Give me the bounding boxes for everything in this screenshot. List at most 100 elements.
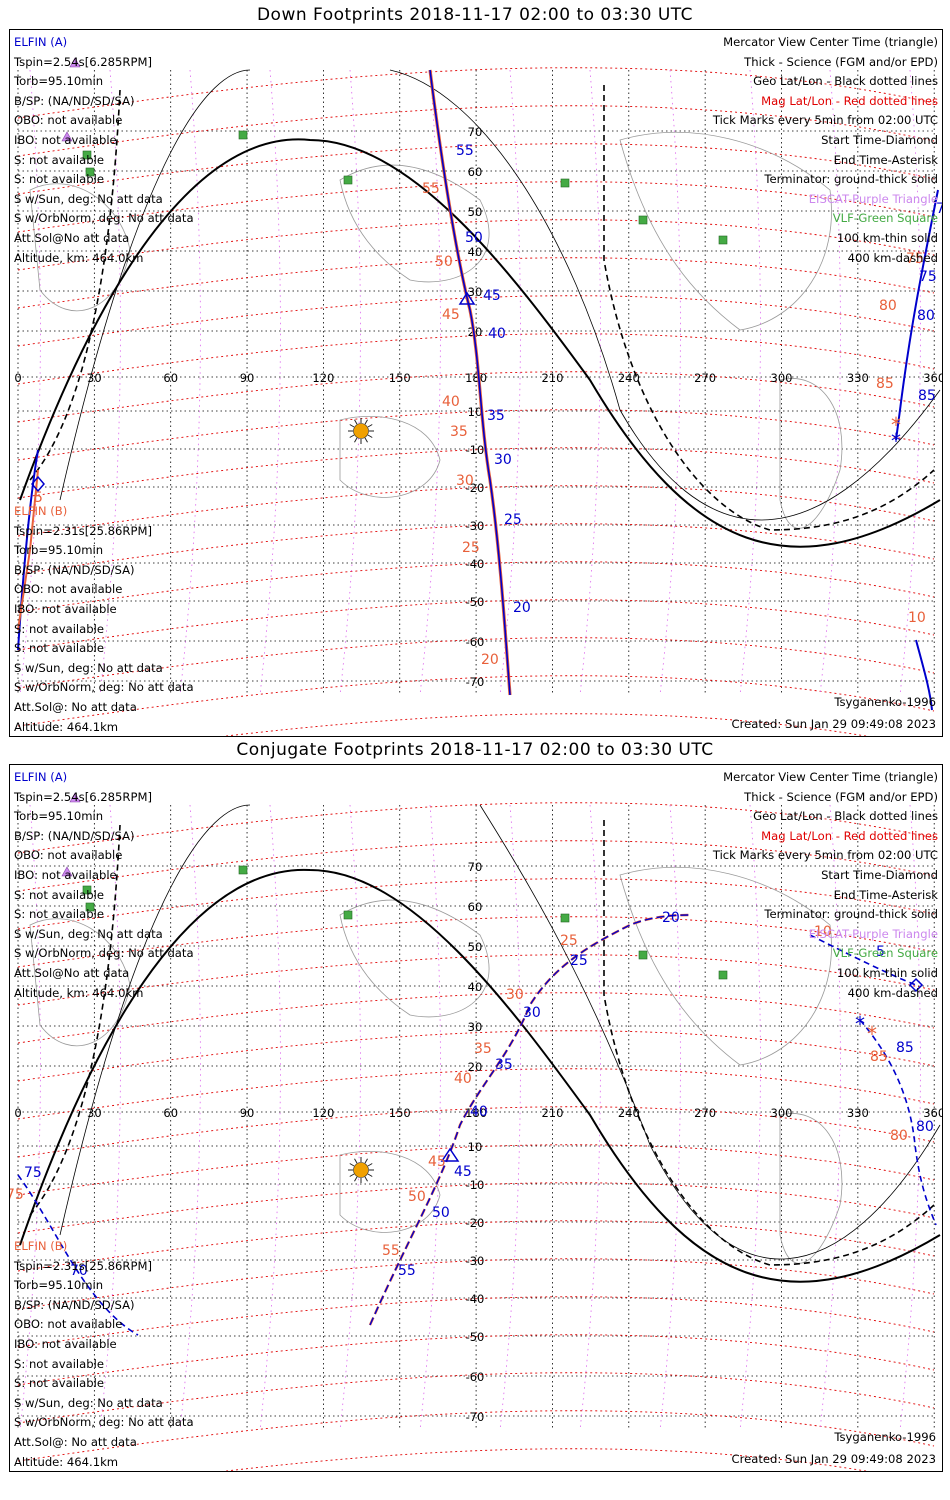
lon-tick-label: 210 (541, 371, 563, 385)
elfin-b-line: OBO: not available (14, 582, 123, 597)
elfin-a-line: Tspin=2.54s[6.285RPM] (14, 789, 152, 804)
elfin-b-line: S: not available (14, 621, 104, 636)
mag-parallel (17, 561, 935, 613)
elfin-b-line: Altitude: 464.1km (14, 1454, 119, 1469)
mag-meridian (659, 69, 681, 696)
mag-parallel (17, 1182, 935, 1234)
sun-icon (353, 423, 369, 439)
vlf-station-marker (238, 130, 248, 140)
vlf-station-marker (638, 950, 648, 960)
end-time-asterisk: * (855, 1012, 865, 1036)
elfin-b-tick-label: 40 (442, 394, 460, 410)
elfin-a-track (17, 449, 39, 651)
elfin-b-line: OBO: not available (14, 1317, 123, 1332)
mag-parallel (17, 295, 935, 347)
elfin-b-info: ELFIN (B) Tspin=2.31s[25.86RPM] Torb=95.… (14, 502, 194, 736)
elfin-a-line: IBO: not available (14, 132, 117, 147)
legend-item: Start Time-Diamond (821, 132, 938, 147)
sun-ray (349, 434, 355, 438)
mag-parallel (17, 105, 935, 157)
mag-parallel (17, 219, 935, 271)
end-time-asterisk: * (891, 429, 901, 453)
elfin-a-line: OBO: not available (14, 113, 123, 128)
legend-item: Terminator: ground-thick solid (764, 172, 938, 187)
sun-ray (364, 419, 368, 425)
elfin-a-line: Tspin=2.54s[6.285RPM] (14, 54, 152, 69)
elfin-b-line: B/SP: (NA/ND/SD/SA) (14, 1297, 135, 1312)
lon-tick-label: 210 (541, 1106, 563, 1120)
elfin-b-tick-label: 30 (506, 987, 524, 1003)
created-label: Created: Sun Jan 29 09:49:08 2023 (731, 717, 936, 731)
elfin-a-tick-label: 30 (523, 1005, 541, 1021)
lat-tick-label: -20 (466, 481, 485, 495)
elfin-b-tick-label: 45 (442, 307, 460, 323)
lon-tick-label: 30 (87, 1106, 102, 1120)
lat-tick-label: 30 (468, 285, 483, 299)
continent-outline (619, 131, 832, 331)
lat-tick-label: -30 (466, 1254, 485, 1268)
vlf-station-marker (82, 150, 92, 160)
elfin-b-line: Att.Sol@: No att data (14, 699, 137, 714)
down-footprints-map-panel: 0 30 60 90 120 150 180 210 240 270 300 330 360 70 60 50… (9, 29, 943, 737)
elfin-a-tick-label: 45 (483, 288, 501, 304)
lat-tick-label: -40 (466, 557, 485, 571)
center-time-triangle (458, 291, 476, 305)
lat-tick-label: 70 (468, 125, 483, 139)
elfin-a-line: B/SP: (NA/ND/SD/SA) (14, 93, 135, 108)
elfin-b-line: S w/OrbNorm, deg: No att data (14, 680, 194, 695)
lat-tick-label: 30 (468, 1020, 483, 1034)
lon-tick-label: 90 (240, 1106, 255, 1120)
continent-outline (339, 899, 490, 1018)
lat-tick-label: -70 (466, 1410, 485, 1424)
mag-parallel (17, 637, 935, 689)
elfin-b-tick-label: 50 (408, 1189, 426, 1205)
elfin-b-line: S w/Sun, deg: No att data (14, 660, 163, 675)
sun-ray (349, 424, 355, 428)
elfin-a-line: Att.Sol@No att data (14, 230, 130, 245)
elfin-a-name: ELFIN (A) (14, 35, 68, 49)
elfin-a-info: ELFIN (A) Tspin=2.54s[6.285RPM] Torb=95.… (14, 33, 194, 268)
lon-tick-label: 360 (923, 1106, 942, 1120)
elfin-b-line: S: not available (14, 1376, 104, 1391)
model-label: Tsyganenko-1996 (834, 695, 936, 709)
elfin-a-tick-label: 55 (398, 1263, 416, 1279)
elfin-a-line: S: not available (14, 152, 104, 167)
elfin-b-line: Torb=95.10min (14, 543, 104, 558)
legend-item: Mercator View Center Time (triangle) (723, 770, 938, 784)
lat-tick-label: 10 (468, 1140, 483, 1154)
elfin-a-tick-label: 40 (488, 326, 506, 342)
legend-item: Tick Marks every 5min from 02:00 UTC (712, 113, 938, 128)
sun-ray (367, 1163, 373, 1167)
elfin-b-tick-label: 80 (879, 298, 897, 314)
sun-icon (353, 1162, 369, 1178)
lon-tick-label: 90 (240, 371, 255, 385)
terminator-400km (29, 89, 121, 481)
sun-ray (354, 1176, 358, 1182)
vlf-station-marker (238, 865, 248, 875)
legend-item: End Time-Asterisk (833, 887, 938, 902)
lon-tick-label: 0 (14, 1106, 21, 1120)
lon-tick-label: 30 (87, 371, 102, 385)
sun-ray (364, 1158, 368, 1164)
elfin-a-line: S w/Sun, deg: No att data (14, 926, 163, 941)
lat-tick-label: -50 (466, 595, 485, 609)
elfin-a-tick-label: 80 (917, 308, 935, 324)
elfin-b-line: S w/Sun, deg: No att data (14, 1395, 163, 1410)
elfin-a-line: S: not available (14, 887, 104, 902)
elfin-a-tick-label: 40 (470, 1104, 488, 1120)
continent-outline (779, 1113, 843, 1264)
conjugate-footprints-map: 0 30 60 90 120 150 180 210 240 270 300 330 360 70 60 50… (10, 792, 942, 1471)
lon-tick-label: 120 (312, 1106, 334, 1120)
legend-item: Terminator: ground-thick solid (764, 907, 938, 922)
lon-tick-label: 300 (771, 1106, 793, 1120)
legend-item: Thick - Science (FGM and/or EPD) (744, 789, 938, 804)
vlf-station-marker (85, 902, 95, 912)
elfin-b-tick-label: 55 (422, 181, 440, 197)
lat-tick-label: -50 (466, 1330, 485, 1344)
mag-parallel (17, 409, 935, 461)
eiscat-station-marker (61, 866, 73, 877)
elfin-a-tick-label: 25 (570, 953, 588, 969)
elfin-a-tick-label: 30 (494, 452, 512, 468)
elfin-b-tick-label: 10 (814, 924, 832, 940)
elfin-a-tick-label: 35 (495, 1057, 513, 1073)
